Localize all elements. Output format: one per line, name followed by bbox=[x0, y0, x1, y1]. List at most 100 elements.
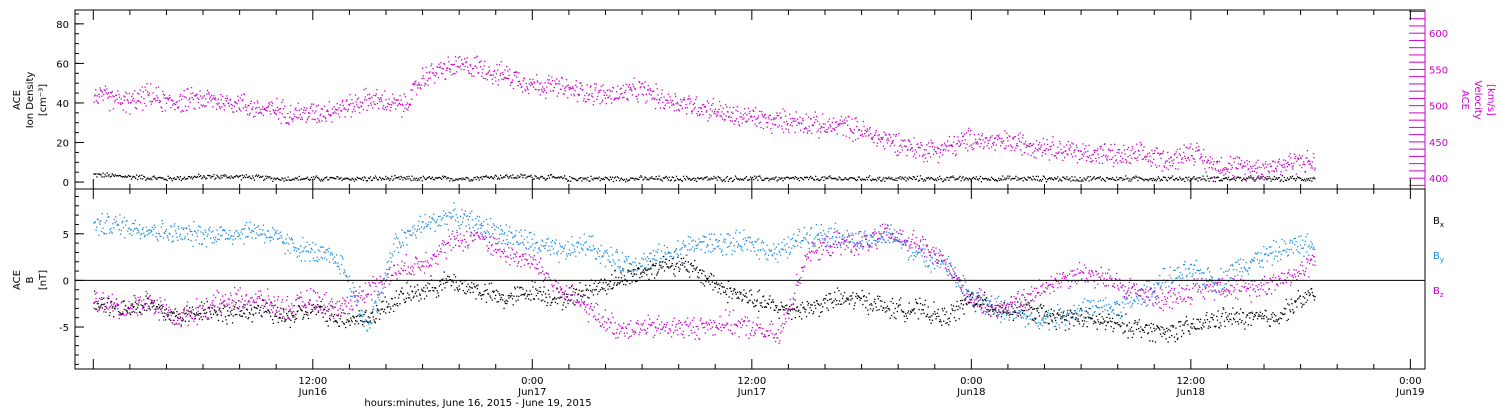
data-point bbox=[1017, 134, 1019, 136]
data-point bbox=[288, 237, 291, 239]
data-point bbox=[625, 181, 627, 183]
data-point bbox=[845, 117, 847, 119]
data-point bbox=[787, 236, 789, 238]
data-point bbox=[132, 175, 135, 178]
data-point bbox=[233, 176, 235, 178]
data-point bbox=[1225, 283, 1228, 285]
data-point bbox=[445, 78, 447, 80]
data-point bbox=[773, 252, 775, 254]
data-point bbox=[681, 107, 683, 110]
data-point bbox=[796, 124, 798, 126]
data-point bbox=[423, 226, 426, 228]
data-point bbox=[1112, 178, 1115, 181]
data-point bbox=[1078, 304, 1080, 307]
data-point bbox=[679, 249, 681, 251]
data-point bbox=[739, 178, 742, 180]
data-point bbox=[744, 243, 746, 245]
data-point bbox=[217, 98, 219, 100]
data-point bbox=[691, 179, 693, 181]
data-point bbox=[1164, 267, 1166, 270]
data-point bbox=[108, 174, 110, 176]
data-point bbox=[676, 101, 679, 104]
data-point bbox=[670, 255, 673, 257]
data-point bbox=[787, 176, 789, 179]
data-point bbox=[433, 179, 436, 181]
data-point bbox=[770, 250, 772, 252]
data-point bbox=[150, 229, 152, 231]
data-point bbox=[1294, 157, 1296, 159]
data-point bbox=[1209, 156, 1212, 158]
data-point bbox=[339, 273, 341, 275]
data-point bbox=[289, 179, 291, 181]
data-point bbox=[593, 177, 595, 179]
data-point bbox=[214, 97, 216, 99]
data-point bbox=[1164, 162, 1166, 164]
data-point bbox=[1275, 167, 1277, 169]
data-point bbox=[825, 245, 827, 247]
data-point bbox=[253, 116, 255, 118]
data-point bbox=[315, 105, 318, 107]
data-point bbox=[1070, 310, 1072, 312]
data-point bbox=[301, 118, 304, 121]
data-point bbox=[399, 95, 401, 97]
data-point bbox=[698, 107, 700, 109]
data-point bbox=[1059, 140, 1061, 143]
data-point bbox=[210, 177, 212, 179]
data-point bbox=[915, 157, 917, 159]
data-point bbox=[933, 178, 935, 181]
data-point bbox=[517, 85, 519, 87]
data-point bbox=[1082, 301, 1084, 304]
data-point bbox=[881, 138, 883, 140]
data-point bbox=[693, 108, 695, 110]
data-point bbox=[609, 176, 611, 178]
data-point bbox=[994, 149, 996, 151]
data-point bbox=[854, 245, 856, 247]
data-point bbox=[1029, 318, 1031, 320]
data-point bbox=[383, 178, 385, 180]
data-point bbox=[563, 93, 565, 95]
data-point bbox=[1126, 298, 1128, 300]
data-point bbox=[641, 257, 643, 259]
data-point bbox=[723, 178, 725, 181]
data-point bbox=[573, 93, 575, 95]
data-point bbox=[1083, 316, 1085, 318]
data-point bbox=[990, 176, 993, 178]
data-point bbox=[1018, 310, 1020, 312]
data-point bbox=[841, 123, 843, 125]
data-point bbox=[99, 87, 101, 89]
data-point bbox=[403, 176, 405, 179]
data-point bbox=[466, 215, 468, 217]
data-point bbox=[419, 177, 421, 179]
data-point bbox=[620, 273, 623, 275]
data-point bbox=[732, 180, 734, 182]
data-point bbox=[744, 112, 746, 114]
data-point bbox=[1071, 142, 1073, 144]
data-point bbox=[343, 269, 345, 271]
data-point bbox=[557, 83, 559, 85]
data-point bbox=[1045, 315, 1048, 318]
data-point bbox=[804, 177, 807, 179]
data-point bbox=[462, 177, 464, 179]
data-point bbox=[922, 154, 924, 156]
data-point bbox=[879, 139, 881, 141]
data-point bbox=[1200, 179, 1202, 181]
data-point bbox=[1040, 146, 1042, 148]
data-point bbox=[506, 174, 508, 176]
data-point bbox=[385, 175, 387, 178]
data-point bbox=[729, 177, 731, 180]
data-point bbox=[782, 249, 784, 251]
data-point bbox=[123, 176, 126, 178]
data-point bbox=[147, 94, 149, 96]
data-point bbox=[595, 177, 597, 179]
data-point bbox=[779, 178, 781, 180]
data-point bbox=[354, 178, 356, 180]
data-point bbox=[975, 138, 977, 140]
data-point bbox=[686, 113, 688, 115]
data-point bbox=[576, 180, 578, 182]
data-point bbox=[981, 307, 983, 309]
data-point bbox=[635, 264, 637, 267]
data-point bbox=[749, 237, 751, 239]
data-point bbox=[1279, 180, 1281, 182]
data-point bbox=[748, 236, 750, 238]
data-point bbox=[1257, 252, 1259, 254]
